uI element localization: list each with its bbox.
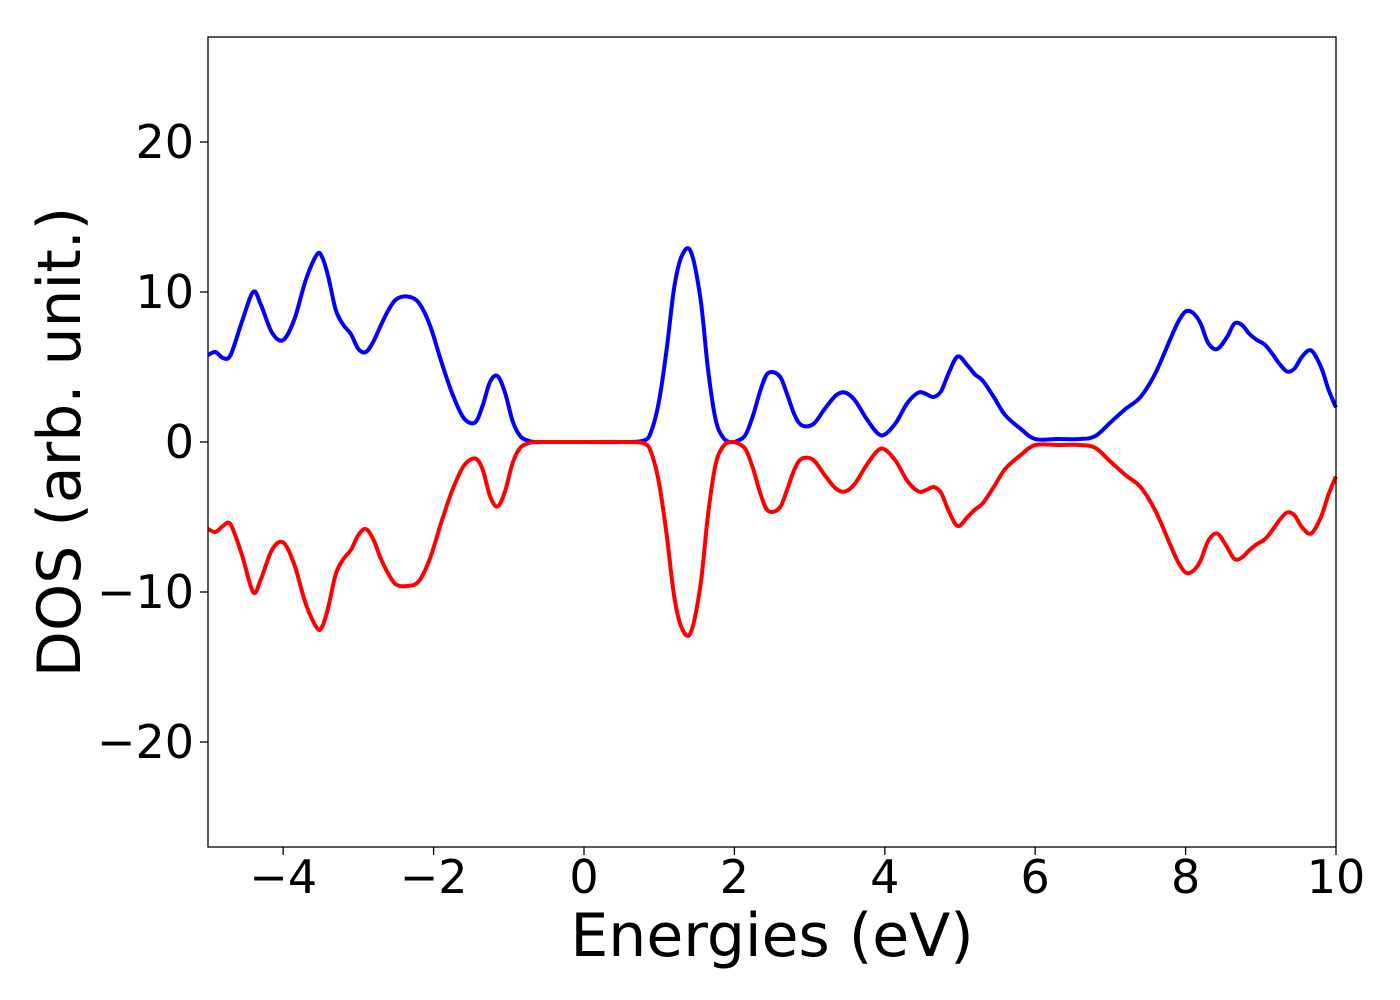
y-tick-label: 10: [135, 265, 194, 319]
y-tick-label: 20: [135, 115, 194, 169]
series-line-1: [207, 246, 1338, 445]
y-axis: −20 −10 0 10 20: [97, 115, 208, 769]
x-tick-label: −4: [249, 850, 317, 904]
x-tick-label: −2: [400, 850, 468, 904]
x-tick-label: 10: [1307, 850, 1366, 904]
series-line-2: [207, 439, 1338, 638]
y-tick-label: −20: [97, 715, 194, 769]
x-tick-label: 6: [1021, 850, 1050, 904]
x-axis-label: Energies (eV): [570, 901, 973, 971]
y-tick-label: −10: [97, 565, 194, 619]
x-tick-label: 8: [1171, 850, 1200, 904]
series-layer: [207, 246, 1338, 638]
x-tick-label: 0: [569, 850, 598, 904]
x-axis: −4 −2 0 2 4 6 8 10: [249, 847, 1365, 904]
x-tick-label: 2: [720, 850, 749, 904]
x-tick-label: 4: [870, 850, 899, 904]
y-tick-label: 0: [165, 415, 194, 469]
y-axis-label: DOS (arb. unit.): [25, 207, 95, 677]
